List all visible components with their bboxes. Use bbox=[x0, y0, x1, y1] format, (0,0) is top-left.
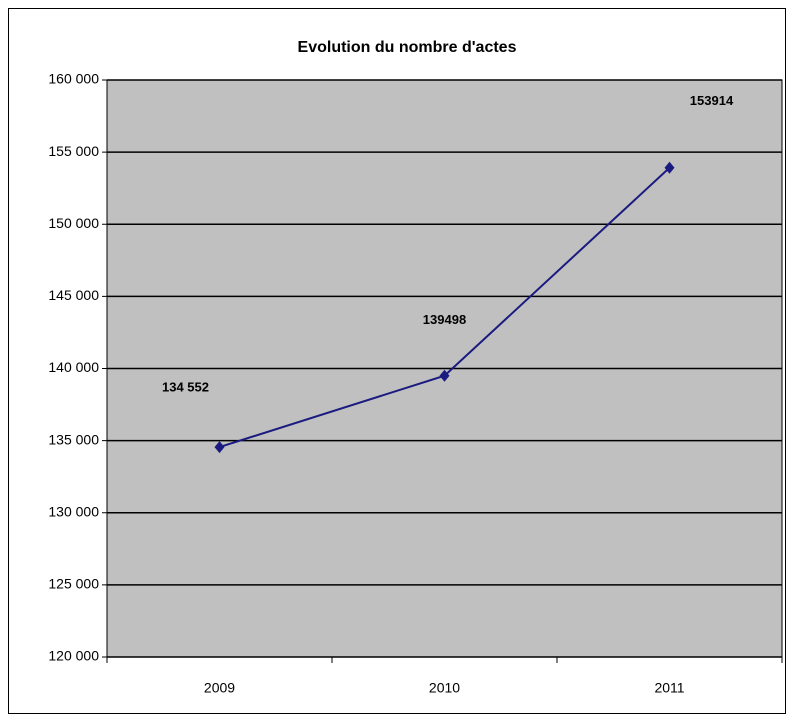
value-label: 153914 bbox=[690, 93, 734, 108]
marker bbox=[439, 369, 450, 382]
value-label: 139498 bbox=[423, 312, 466, 327]
y-tick-label: 150 000 bbox=[48, 215, 99, 231]
x-tick-label: 2011 bbox=[654, 680, 684, 696]
marker bbox=[664, 161, 675, 174]
marker bbox=[214, 441, 225, 454]
y-tick-label: 140 000 bbox=[48, 359, 99, 375]
x-tick-label: 2009 bbox=[204, 680, 235, 696]
x-tick-label: 2010 bbox=[429, 680, 460, 696]
y-tick-label: 155 000 bbox=[48, 143, 99, 159]
chart-title: Evolution du nombre d'actes bbox=[298, 39, 517, 56]
y-tick-label: 135 000 bbox=[48, 431, 99, 447]
y-tick-label: 160 000 bbox=[48, 71, 99, 87]
y-tick-label: 125 000 bbox=[48, 576, 99, 592]
value-label: 134 552 bbox=[162, 380, 209, 395]
y-tick-label: 130 000 bbox=[48, 503, 99, 519]
y-tick-label: 120 000 bbox=[48, 648, 99, 664]
y-tick-label: 145 000 bbox=[48, 287, 99, 303]
